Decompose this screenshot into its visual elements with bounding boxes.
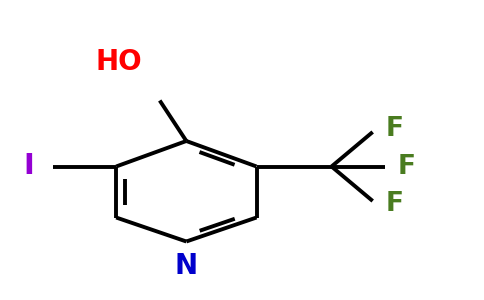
- Text: I: I: [24, 152, 34, 181]
- Text: F: F: [385, 116, 404, 142]
- Text: F: F: [385, 191, 404, 217]
- Text: N: N: [175, 251, 198, 280]
- Text: HO: HO: [95, 47, 142, 76]
- Text: F: F: [397, 154, 416, 179]
